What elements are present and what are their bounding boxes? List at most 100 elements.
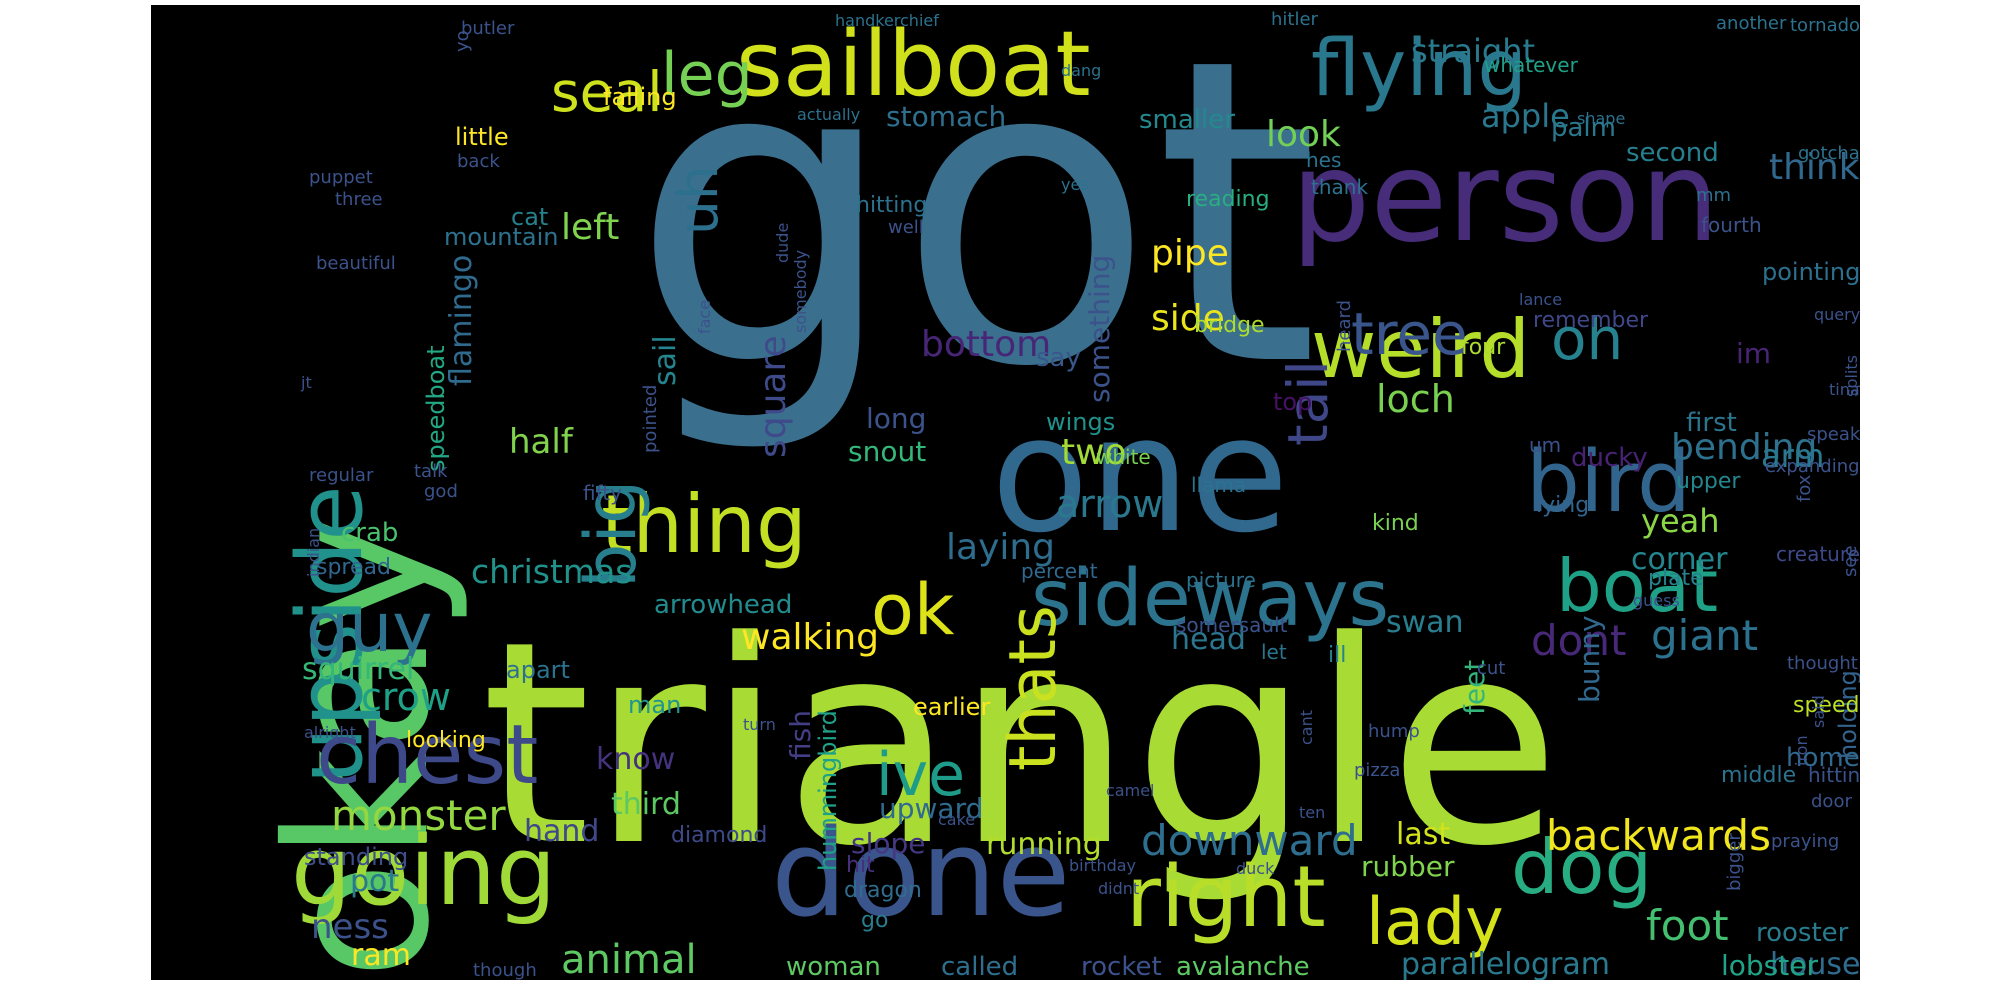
word-slope: slope: [851, 827, 926, 860]
word-diamond: diamond: [671, 823, 768, 848]
word-dont: dont: [1531, 616, 1627, 665]
word-last: last: [1396, 817, 1451, 852]
word-christmas: christmas: [471, 552, 633, 591]
word-thought: thought: [1787, 653, 1858, 674]
word-gotcha: gotcha: [1798, 143, 1860, 164]
word-rooster: rooster: [1756, 918, 1849, 948]
word-pot: pot: [350, 864, 400, 899]
word-well: well: [888, 217, 924, 238]
word-dog: dog: [1511, 823, 1653, 911]
word-house: house: [1770, 947, 1860, 980]
word-lady: lady: [1366, 885, 1504, 960]
word-apart: apart: [506, 656, 570, 684]
word-back: back: [457, 151, 500, 172]
word-dang: dang: [1061, 61, 1102, 80]
word-tina: tina: [1829, 380, 1860, 399]
word-regular: regular: [309, 465, 374, 486]
word-leg: leg: [661, 40, 753, 110]
word-falling: falling: [603, 83, 677, 111]
word-creature: creature: [1776, 542, 1860, 566]
word-crow: crow: [361, 675, 452, 719]
word-pipe: pipe: [1151, 233, 1229, 274]
word-seal: seal: [551, 60, 663, 124]
word-llama: llama: [1191, 473, 1247, 497]
word-sideways: sideways: [1031, 554, 1390, 644]
word-got: got: [631, 5, 1320, 459]
word-one: one: [991, 381, 1289, 568]
word-upper: upper: [1676, 469, 1741, 494]
word-hummingbird: hummingbird: [814, 710, 842, 871]
word-speed: speed: [1793, 693, 1860, 718]
word-hump: hump: [1368, 721, 1420, 742]
word-duck: duck: [1236, 859, 1275, 878]
word-arm: arm: [1761, 437, 1825, 475]
word-hand: hand: [524, 814, 600, 849]
word-upward: upward: [879, 792, 984, 825]
word-stomach: stomach: [886, 100, 1007, 133]
word-iron: iron: [1792, 735, 1811, 766]
word-parallelogram: parallelogram: [1401, 947, 1610, 980]
word-pointed: pointed: [640, 384, 661, 453]
word-second: second: [1626, 138, 1719, 168]
word-handkerchief: handkerchief: [835, 11, 939, 30]
word-said: said: [1809, 695, 1828, 728]
word-talk: talk: [414, 461, 448, 482]
word-corner: corner: [1631, 542, 1728, 577]
word-cake: cake: [938, 810, 976, 829]
word-turn: turn: [743, 715, 776, 734]
word-cloud: got triangle okay one person done sailboat flyi…: [151, 5, 1860, 980]
word-white: white: [1096, 445, 1151, 469]
word-fifty: fifty: [583, 481, 622, 505]
word-didnt: didnt: [1098, 879, 1140, 898]
word-reading: reading: [1186, 187, 1270, 212]
word-apple: apple: [1481, 97, 1570, 135]
word-palm: palm: [1551, 113, 1616, 143]
word-uh: uh: [666, 165, 730, 235]
word-two: two: [1061, 432, 1127, 473]
word-dragon: dragon: [844, 878, 922, 903]
word-bigger: bigger: [1724, 833, 1745, 891]
word-expanding: expanding: [1765, 456, 1860, 477]
word-hes: hes: [1306, 148, 1342, 172]
word-sailboat: sailboat: [736, 12, 1091, 117]
word-heard: heard: [1334, 299, 1355, 352]
word-go: go: [861, 908, 889, 933]
word-hitler: hitler: [1271, 9, 1318, 30]
word-middle: middle: [1721, 763, 1797, 788]
word-straight: straight: [1411, 32, 1536, 70]
word-weird: weird: [1311, 303, 1531, 396]
word-triangle: triangle: [481, 582, 1561, 908]
word-pizza: pizza: [1354, 760, 1401, 781]
word-cant: cant: [1297, 709, 1316, 745]
word-whatever: whatever: [1484, 53, 1578, 77]
word-im: im: [1736, 337, 1772, 370]
word-ten: ten: [1299, 803, 1326, 822]
word-animal: animal: [561, 937, 697, 980]
word-let: let: [1261, 640, 1287, 664]
word-running: running: [986, 827, 1102, 862]
word-ness: ness: [311, 907, 389, 947]
word-praying: praying: [1771, 831, 1840, 852]
word-speak: speak: [1807, 424, 1860, 445]
word-squirrel: squirrel: [302, 652, 415, 687]
word-lance: lance: [1519, 290, 1563, 309]
word-dude: dude: [773, 222, 792, 263]
word-remember: remember: [1533, 308, 1649, 333]
word-puppet: puppet: [309, 167, 373, 188]
word-first: first: [1686, 408, 1737, 438]
word-little: little: [455, 123, 509, 151]
word-wings: wings: [1046, 408, 1116, 436]
word-pointing: pointing: [1762, 258, 1860, 286]
word-hit: hit: [846, 853, 875, 878]
word-thats: thats: [996, 605, 1071, 771]
word-something: something: [1083, 254, 1116, 403]
word-yeah: yeah: [1641, 502, 1720, 540]
word-birthday: birthday: [1069, 856, 1137, 875]
word-chest: chest: [316, 708, 539, 803]
word-bottom: bottom: [921, 324, 1052, 365]
word-mountain: mountain: [444, 223, 559, 251]
word-know: know: [596, 742, 676, 777]
word-alright: alright: [304, 723, 356, 742]
word-query: query: [1814, 305, 1860, 324]
word-monster: monster: [331, 791, 506, 840]
